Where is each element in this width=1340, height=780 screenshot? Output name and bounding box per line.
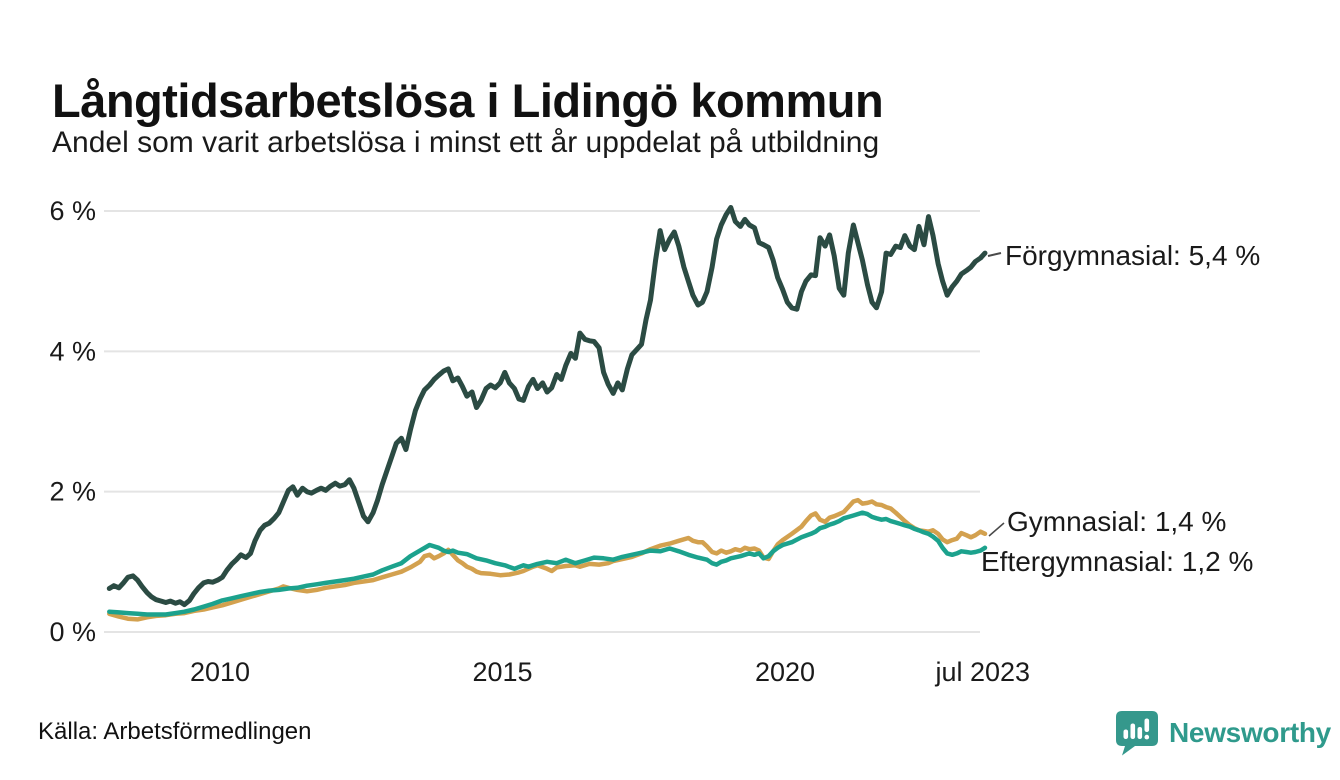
y-axis-tick-label: 6 % bbox=[49, 196, 96, 226]
page-title: Långtidsarbetslösa i Lidingö kommun bbox=[52, 74, 884, 128]
series-line-forgymnasial bbox=[106, 205, 988, 608]
x-axis-tick-label: jul 2023 bbox=[934, 657, 1030, 687]
series-line-eftergymnasial bbox=[107, 510, 988, 617]
newsworthy-logo: Newsworthy bbox=[1114, 709, 1331, 756]
newsworthy-wordmark: Newsworthy bbox=[1169, 716, 1331, 748]
newsworthy-bubble-chart-icon bbox=[1116, 711, 1158, 756]
label-connector-forgymnasial bbox=[987, 252, 1002, 257]
label-connector-gymnasial bbox=[988, 522, 1005, 537]
y-axis-tick-label: 2 % bbox=[49, 477, 96, 507]
chart-subtitle: Andel som varit arbetslösa i minst ett å… bbox=[52, 126, 880, 159]
x-axis-tick-label: 2010 bbox=[190, 657, 250, 687]
x-axis-tick-label: 2020 bbox=[755, 657, 815, 687]
x-axis-tick-label: 2015 bbox=[472, 657, 532, 687]
series-label-eftergymnasial: Eftergymnasial: 1,2 % bbox=[981, 546, 1254, 577]
y-axis-tick-label: 4 % bbox=[49, 336, 96, 366]
y-axis-tick-label: 0 % bbox=[49, 617, 96, 647]
series-label-gymnasial: Gymnasial: 1,4 % bbox=[1007, 506, 1227, 537]
source-note: Källa: Arbetsförmedlingen bbox=[38, 718, 312, 745]
series-label-forgymnasial: Förgymnasial: 5,4 % bbox=[1005, 240, 1261, 271]
